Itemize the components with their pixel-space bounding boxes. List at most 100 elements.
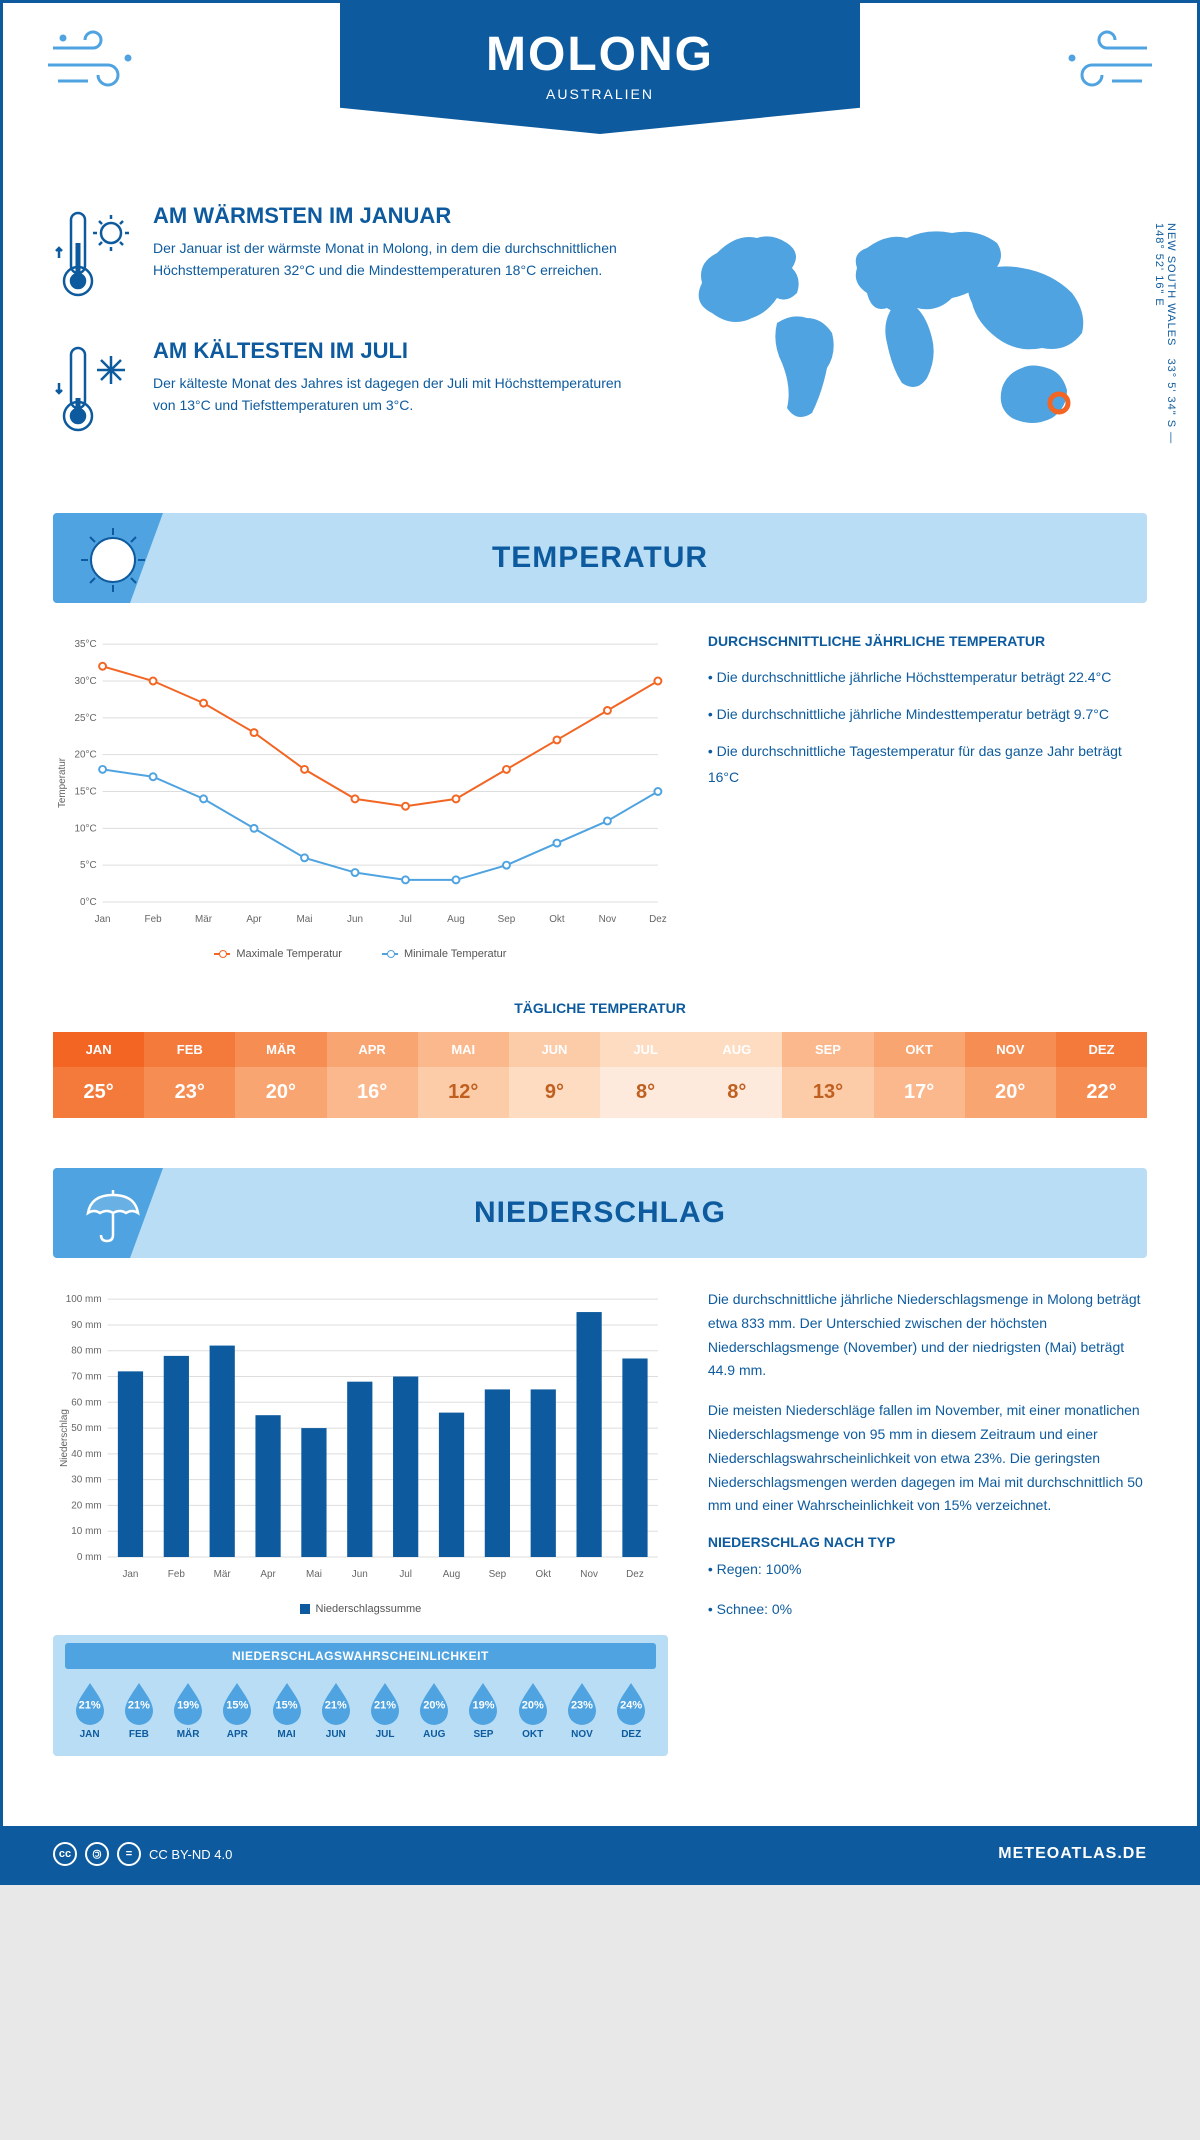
svg-text:35°C: 35°C [74,639,96,650]
svg-text:40 mm: 40 mm [71,1449,101,1460]
warmest-heading: AM WÄRMSTEN IM JANUAR [153,203,627,229]
svg-text:Mai: Mai [306,1569,322,1580]
prob-drop: 19% MÄR [170,1681,206,1740]
svg-text:10 mm: 10 mm [71,1526,101,1537]
prob-drop: 20% AUG [416,1681,452,1740]
svg-text:80 mm: 80 mm [71,1346,101,1357]
thermometer-hot-icon [53,203,133,308]
temperature-section-header: TEMPERATUR [53,513,1147,603]
svg-text:Aug: Aug [443,1569,461,1580]
by-icon: 🄯 [85,1842,109,1866]
precip-section-header: NIEDERSCHLAG [53,1168,1147,1258]
thermometer-cold-icon [53,338,133,443]
svg-text:Jul: Jul [399,914,412,925]
prob-drop: 21% JUL [367,1681,403,1740]
svg-text:Mär: Mär [195,914,213,925]
svg-text:Aug: Aug [447,914,465,925]
svg-text:50 mm: 50 mm [71,1423,101,1434]
temp-cell: JUN 9° [509,1032,600,1118]
prob-drop: 21% JAN [72,1681,108,1740]
svg-text:Nov: Nov [580,1569,598,1580]
svg-text:Mai: Mai [297,914,313,925]
prob-drop: 24% DEZ [613,1681,649,1740]
svg-text:Sep: Sep [489,1569,507,1580]
page-title: MOLONG [340,27,860,82]
svg-text:20 mm: 20 mm [71,1500,101,1511]
wind-icon [43,23,143,108]
sun-icon [78,525,148,600]
svg-text:5°C: 5°C [80,860,97,871]
svg-text:Okt: Okt [536,1569,552,1580]
temp-cell: MAI 12° [418,1032,509,1118]
svg-text:0 mm: 0 mm [77,1552,102,1563]
temp-cell: APR 16° [327,1032,418,1118]
temp-cell: NOV 20° [965,1032,1056,1118]
svg-text:20°C: 20°C [74,750,96,761]
temp-cell: JUL 8° [600,1032,691,1118]
svg-text:25°C: 25°C [74,713,96,724]
prob-drop: 20% OKT [515,1681,551,1740]
svg-text:100 mm: 100 mm [66,1294,102,1305]
temp-cell: JAN 25° [53,1032,144,1118]
svg-text:30°C: 30°C [74,676,96,687]
temperature-info: DURCHSCHNITTLICHE JÄHRLICHE TEMPERATUR •… [708,633,1147,960]
svg-text:Jan: Jan [95,914,111,925]
svg-text:10°C: 10°C [74,823,96,834]
daily-temp-heading: TÄGLICHE TEMPERATUR [53,1000,1147,1016]
section-title: NIEDERSCHLAG [474,1196,726,1230]
prob-drop: 21% JUN [318,1681,354,1740]
svg-text:Feb: Feb [168,1569,186,1580]
coordinates: NEW SOUTH WALES 33° 5' 34" S — 148° 52' … [1153,223,1177,473]
wind-icon [1057,23,1157,108]
svg-text:Jan: Jan [122,1569,138,1580]
prob-drop: 15% APR [219,1681,255,1740]
svg-text:Dez: Dez [649,914,667,925]
umbrella-icon [78,1180,148,1255]
svg-text:Mär: Mär [214,1569,232,1580]
temp-cell: OKT 17° [874,1032,965,1118]
precip-bar-chart: 0 mm10 mm20 mm30 mm40 mm50 mm60 mm70 mm8… [53,1288,668,1615]
daily-temp-table: JAN 25° FEB 23° MÄR 20° APR 16° MAI 12° … [53,1032,1147,1118]
footer: cc 🄯 = CC BY-ND 4.0 METEOATLAS.DE [3,1826,1197,1882]
page-subtitle: AUSTRALIEN [340,86,860,102]
warmest-text: Der Januar ist der wärmste Monat in Molo… [153,237,627,282]
warmest-block: AM WÄRMSTEN IM JANUAR Der Januar ist der… [53,203,627,308]
svg-text:30 mm: 30 mm [71,1475,101,1486]
svg-text:15°C: 15°C [74,786,96,797]
svg-text:Okt: Okt [549,914,565,925]
svg-text:60 mm: 60 mm [71,1397,101,1408]
nd-icon: = [117,1842,141,1866]
svg-text:Niederschlag: Niederschlag [59,1409,70,1467]
precip-probability-box: NIEDERSCHLAGSWAHRSCHEINLICHKEIT 21% JAN … [53,1635,668,1756]
header: MOLONG AUSTRALIEN [3,3,1197,203]
svg-text:Jun: Jun [352,1569,368,1580]
temp-cell: MÄR 20° [235,1032,326,1118]
svg-text:Dez: Dez [626,1569,644,1580]
world-map: NEW SOUTH WALES 33° 5' 34" S — 148° 52' … [667,203,1147,473]
precip-info: Die durchschnittliche jährliche Niedersc… [708,1288,1147,1756]
svg-text:Feb: Feb [145,914,163,925]
svg-text:Apr: Apr [260,1569,276,1580]
section-title: TEMPERATUR [492,541,708,575]
temp-cell: AUG 8° [691,1032,782,1118]
svg-text:Jun: Jun [347,914,363,925]
prob-drop: 23% NOV [564,1681,600,1740]
temperature-line-chart: 0°C 5°C 10°C 15°C 20°C 25°C 30°C 35°C Jan Feb Mär A… [53,633,668,960]
svg-text:90 mm: 90 mm [71,1320,101,1331]
svg-text:Jul: Jul [399,1569,412,1580]
coldest-block: AM KÄLTESTEN IM JULI Der kälteste Monat … [53,338,627,443]
svg-text:Apr: Apr [246,914,262,925]
svg-text:0°C: 0°C [80,897,97,908]
license-text: CC BY-ND 4.0 [149,1847,232,1862]
coldest-text: Der kälteste Monat des Jahres ist dagege… [153,372,627,417]
temp-cell: FEB 23° [144,1032,235,1118]
title-banner: MOLONG AUSTRALIEN [340,3,860,134]
svg-text:Sep: Sep [498,914,516,925]
temp-cell: DEZ 22° [1056,1032,1147,1118]
cc-icon: cc [53,1842,77,1866]
prob-drop: 15% MAI [269,1681,305,1740]
svg-text:Nov: Nov [599,914,617,925]
temp-cell: SEP 13° [782,1032,873,1118]
coldest-heading: AM KÄLTESTEN IM JULI [153,338,627,364]
site-name: METEOATLAS.DE [998,1845,1147,1863]
